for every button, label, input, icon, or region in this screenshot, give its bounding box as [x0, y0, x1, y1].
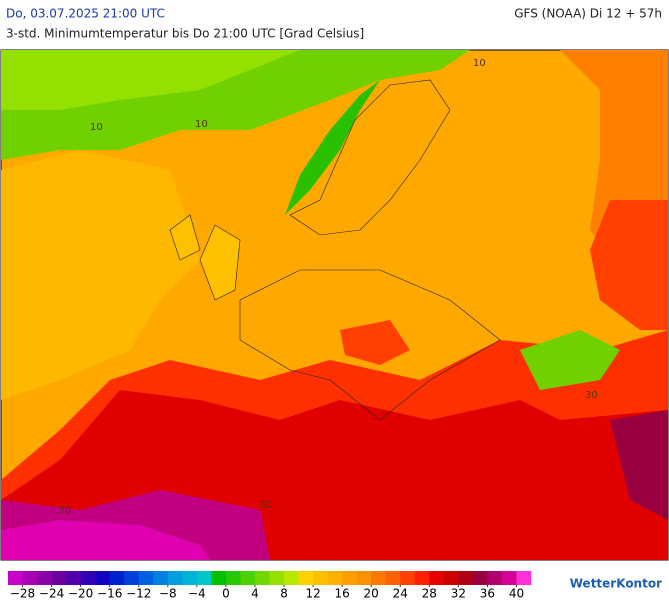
colorbar-swatch: [22, 571, 38, 585]
colorbar-swatch: [167, 571, 183, 585]
colorbar-swatch: [472, 571, 488, 585]
colorbar-swatch: [254, 571, 270, 585]
british-isles: [169, 214, 241, 301]
colorbar-label: 28: [422, 587, 437, 600]
colorbar-label: 20: [364, 587, 379, 600]
colorbar-swatch: [385, 571, 401, 585]
contour-label: 30: [58, 505, 71, 516]
colorbar-label: 40: [509, 587, 524, 600]
contour-label: 10: [473, 58, 486, 69]
colorbar-label: 8: [280, 587, 288, 600]
colorbar-label: −20: [68, 587, 93, 600]
colorbar-swatch: [138, 571, 154, 585]
colorbar-swatch: [8, 571, 23, 585]
colorbar-swatch: [37, 571, 52, 585]
colorbar-swatch: [400, 571, 416, 585]
colorbar-swatch: [429, 571, 445, 585]
colorbar-swatch: [95, 571, 110, 585]
colorbar-swatch: [327, 571, 343, 585]
colorbar-label: 4: [251, 587, 259, 600]
caucasus: [520, 330, 620, 390]
colorbar-swatch: [269, 571, 285, 585]
colorbar-swatch: [240, 571, 256, 585]
colorbar-swatch: [124, 571, 140, 585]
colorbar-label: 36: [480, 587, 495, 600]
colorbar-swatch: [182, 571, 198, 585]
sahara: [1, 520, 210, 560]
colorbar-swatch: [284, 571, 299, 585]
colorbar-swatch: [313, 571, 328, 585]
colorbar-swatch: [298, 571, 314, 585]
colorbar-label: 0: [222, 587, 230, 600]
colorbar-label: 12: [305, 587, 320, 600]
colorbar-label: −4: [188, 587, 206, 600]
contour-label: 30: [585, 390, 598, 401]
subtitle: 3-std. Minimumtemperatur bis Do 21:00 UT…: [6, 27, 364, 41]
colorbar-swatch: [225, 571, 241, 585]
contour-label: 10: [90, 122, 103, 133]
contour-label: 30: [260, 500, 273, 511]
colorbar-label: −12: [126, 587, 151, 600]
colorbar-swatch: [211, 571, 227, 585]
coastline: [239, 269, 501, 421]
colorbar-swatch: [487, 571, 503, 585]
map: 10 10 10 30 30 30: [0, 49, 669, 561]
colorbar-label: −8: [159, 587, 177, 600]
scandinavia: [285, 80, 380, 215]
colorbar-label: −24: [39, 587, 64, 600]
contour-label: 10: [195, 119, 208, 130]
colorbar-swatch: [356, 571, 372, 585]
colorbar-swatch: [66, 571, 81, 585]
coastline: [289, 79, 451, 236]
logo: WetterKontor: [570, 577, 662, 591]
datetime: Do, 03.07.2025 21:00 UTC: [6, 7, 165, 21]
colorbar-label: 16: [334, 587, 349, 600]
cold-region: [1, 50, 300, 110]
warm-region: [590, 200, 668, 330]
colorbar-swatch: [371, 571, 387, 585]
colorbar-swatch: [153, 571, 169, 585]
colorbar-swatch: [501, 571, 517, 585]
colorbar-swatch: [516, 571, 532, 585]
colorbar-label: 32: [451, 587, 466, 600]
colorbar-swatch: [51, 571, 67, 585]
colorbar-swatch: [458, 571, 474, 585]
hot-region: [610, 410, 668, 520]
pannonian: [340, 320, 410, 365]
colorbar-label: −28: [10, 587, 35, 600]
model-info: GFS (NOAA) Di 12 + 57h: [514, 7, 662, 21]
colorbar-swatch: [414, 571, 430, 585]
colorbar-label: −16: [97, 587, 122, 600]
colorbar-swatch: [80, 571, 96, 585]
colorbar-swatch: [443, 571, 459, 585]
colorbar-swatch: [109, 571, 125, 585]
colorbar-swatch: [342, 571, 357, 585]
ocean-region: [1, 150, 200, 400]
colorbar-label: 24: [393, 587, 408, 600]
colorbar-swatch: [196, 571, 212, 585]
